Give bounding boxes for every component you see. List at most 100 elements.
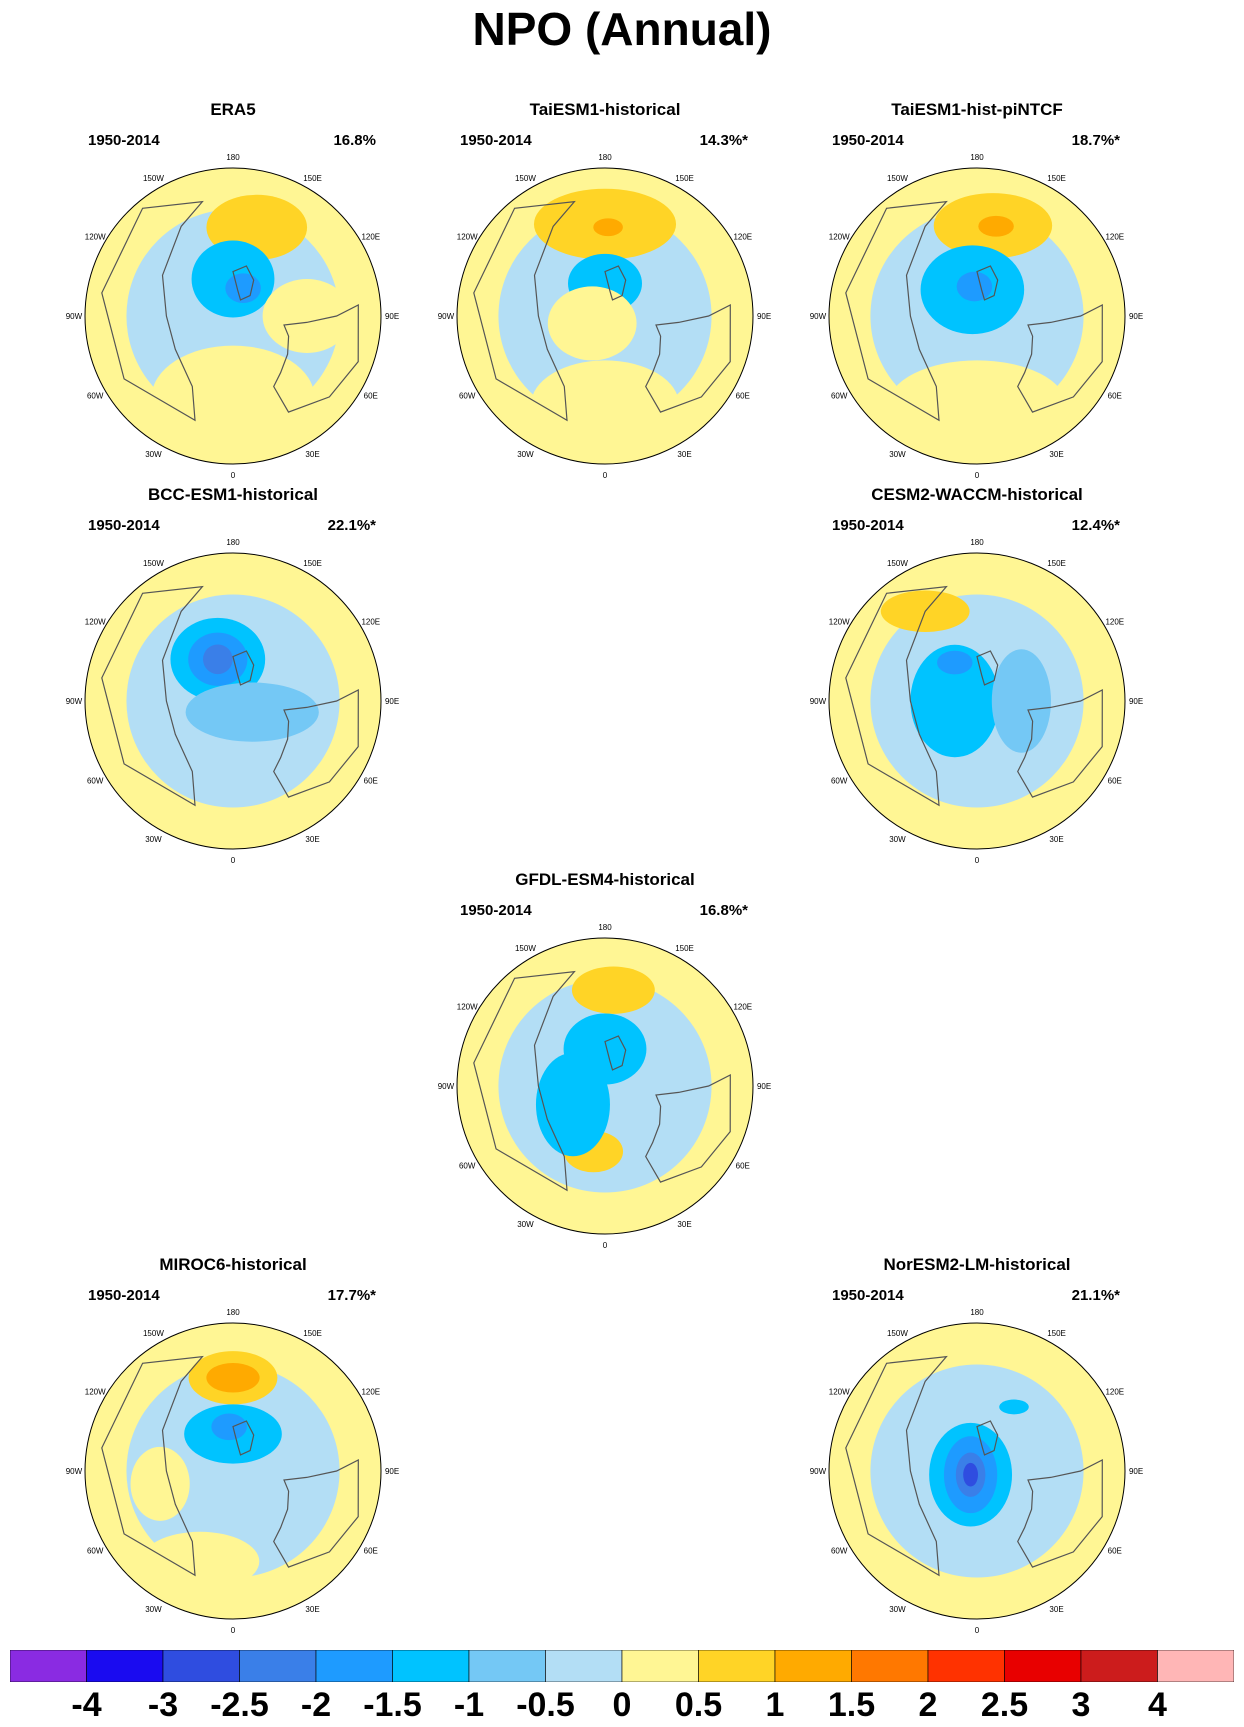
lon-label: 30W <box>517 450 534 459</box>
lon-label: 30E <box>305 835 319 844</box>
colorbar-bin <box>621 1650 699 1682</box>
polar-map: 180 150E 120E 90E 60E 30E 0 30W 60W 90W 120W 150W <box>810 1308 1144 1635</box>
map-border <box>828 552 1126 850</box>
lon-label: 60E <box>736 392 750 401</box>
field-contour-2 <box>203 644 233 675</box>
lon-label: 60W <box>831 777 848 786</box>
map-border <box>456 937 754 1235</box>
lon-label: 150E <box>1047 1329 1066 1338</box>
coastline-0 <box>273 304 359 413</box>
lon-label: 60W <box>87 777 104 786</box>
polar-map: 180 150E 120E 90E 60E 30E 0 30W 60W 90W 120W 150W <box>66 1308 400 1635</box>
colorbar-bin <box>927 1650 1005 1682</box>
coastline-1 <box>101 1355 204 1577</box>
colorbar <box>10 1650 1234 1682</box>
panel-title: GFDL-ESM4-historical <box>515 870 695 889</box>
field-contour-3 <box>547 286 637 361</box>
field-contour-3 <box>535 1052 610 1157</box>
lon-label: 180 <box>598 153 612 162</box>
lon-label: 120E <box>1105 617 1124 626</box>
map-panel-cesm2-waccm-historical: CESM2-WACCM-historical 1950-2014 12.4%* … <box>810 485 1144 865</box>
lon-label: 30W <box>889 835 906 844</box>
colorbar-tick-label: 1 <box>765 1686 785 1724</box>
lon-label: 120E <box>733 232 752 241</box>
colorbar-bin <box>162 1650 240 1682</box>
coastline-0 <box>273 689 359 798</box>
colorbar-tick-label: -3 <box>147 1686 179 1724</box>
lon-label: 180 <box>970 538 984 547</box>
lon-label: 150W <box>143 559 164 568</box>
field-contour-0 <box>571 966 655 1014</box>
lon-label: 0 <box>231 1626 236 1635</box>
panel-title: BCC-ESM1-historical <box>147 485 319 504</box>
lon-label: 30E <box>677 1220 691 1229</box>
lon-label: 90W <box>66 1467 83 1476</box>
colorbar-tick-label: -1.5 <box>363 1686 422 1724</box>
polar-map: 180 150E 120E 90E 60E 30E 0 30W 60W 90W 120W 150W <box>66 538 400 865</box>
lon-label: 60E <box>364 392 378 401</box>
lon-label: 0 <box>231 856 236 865</box>
panel-variance: 12.4%* <box>1071 517 1120 534</box>
lon-label: 150W <box>515 944 536 953</box>
lon-label: 180 <box>226 153 240 162</box>
colorbar-bin <box>1157 1650 1234 1682</box>
coastline-0 <box>1017 304 1103 413</box>
coastline-1 <box>845 1355 948 1577</box>
field-contour-3 <box>991 649 1051 753</box>
lon-label: 60E <box>736 1162 750 1171</box>
lon-label: 30E <box>1049 1605 1063 1614</box>
panel-variance: 16.8% <box>333 132 376 149</box>
map-panel-miroc6-historical: MIROC6-historical 1950-2014 17.7%* 180 15… <box>66 1255 400 1635</box>
lon-label: 60W <box>87 1547 104 1556</box>
field-contour-1 <box>978 215 1014 237</box>
lon-label: 180 <box>226 538 240 547</box>
colorbar-bin <box>698 1650 776 1682</box>
lon-label: 150W <box>143 1329 164 1338</box>
lon-label: 0 <box>603 471 608 480</box>
panel-period: 1950-2014 <box>832 1287 904 1304</box>
page-title: NPO (Annual) <box>472 3 772 55</box>
field-contour-4 <box>888 360 1066 450</box>
coastline-1 <box>845 585 948 807</box>
coastline-2 <box>604 1035 627 1071</box>
lon-label: 150W <box>887 1329 908 1338</box>
lon-label: 60E <box>1108 392 1122 401</box>
lon-label: 120W <box>85 232 106 241</box>
map-panel-noresm2-lm-historical: NorESM2-LM-historical 1950-2014 21.1%* 1… <box>810 1255 1144 1635</box>
lon-label: 120E <box>1105 1387 1124 1396</box>
panel-period: 1950-2014 <box>460 132 532 149</box>
polar-map: 180 150E 120E 90E 60E 30E 0 30W 60W 90W 120W 150W <box>810 538 1144 865</box>
panel-title: TaiESM1-historical <box>529 100 681 119</box>
lon-label: 90W <box>66 697 83 706</box>
map-panel-gfdl-esm4-historical: GFDL-ESM4-historical 1950-2014 16.8%* 18… <box>438 870 772 1250</box>
map-panel-era5: ERA5 1950-2014 16.8% 180 150E 120E 90E 60E 30… <box>66 100 400 480</box>
lon-label: 90W <box>810 1467 827 1476</box>
lon-label: 90E <box>1129 312 1143 321</box>
lon-label: 90W <box>438 312 455 321</box>
polar-map: 180 150E 120E 90E 60E 30E 0 30W 60W 90W 120W 150W <box>810 153 1144 480</box>
panel-variance: 18.7%* <box>1071 132 1120 149</box>
field-contour-5 <box>130 1446 190 1521</box>
coastline-2 <box>604 265 627 301</box>
lon-label: 150E <box>1047 174 1066 183</box>
panel-period: 1950-2014 <box>88 132 160 149</box>
lon-label: 120W <box>85 617 106 626</box>
panel-title: ERA5 <box>210 100 256 119</box>
lon-label: 30E <box>1049 835 1063 844</box>
lon-label: 150W <box>887 174 908 183</box>
panel-period: 1950-2014 <box>88 517 160 534</box>
lon-label: 30W <box>145 1605 162 1614</box>
field-contour-4 <box>999 1399 1029 1415</box>
panel-title: MIROC6-historical <box>159 1255 307 1274</box>
lon-label: 30E <box>677 450 691 459</box>
colorbar-tick-label: 3 <box>1071 1686 1091 1724</box>
map-border <box>84 1322 382 1620</box>
field-contour-2 <box>937 650 973 675</box>
coastline-1 <box>473 970 576 1192</box>
colorbar-bin <box>392 1650 470 1682</box>
lon-label: 120W <box>85 1387 106 1396</box>
colorbar-bin <box>10 1650 87 1682</box>
lon-label: 150E <box>675 174 694 183</box>
panel-title: NorESM2-LM-historical <box>883 1255 1071 1274</box>
lon-label: 120W <box>457 1002 478 1011</box>
